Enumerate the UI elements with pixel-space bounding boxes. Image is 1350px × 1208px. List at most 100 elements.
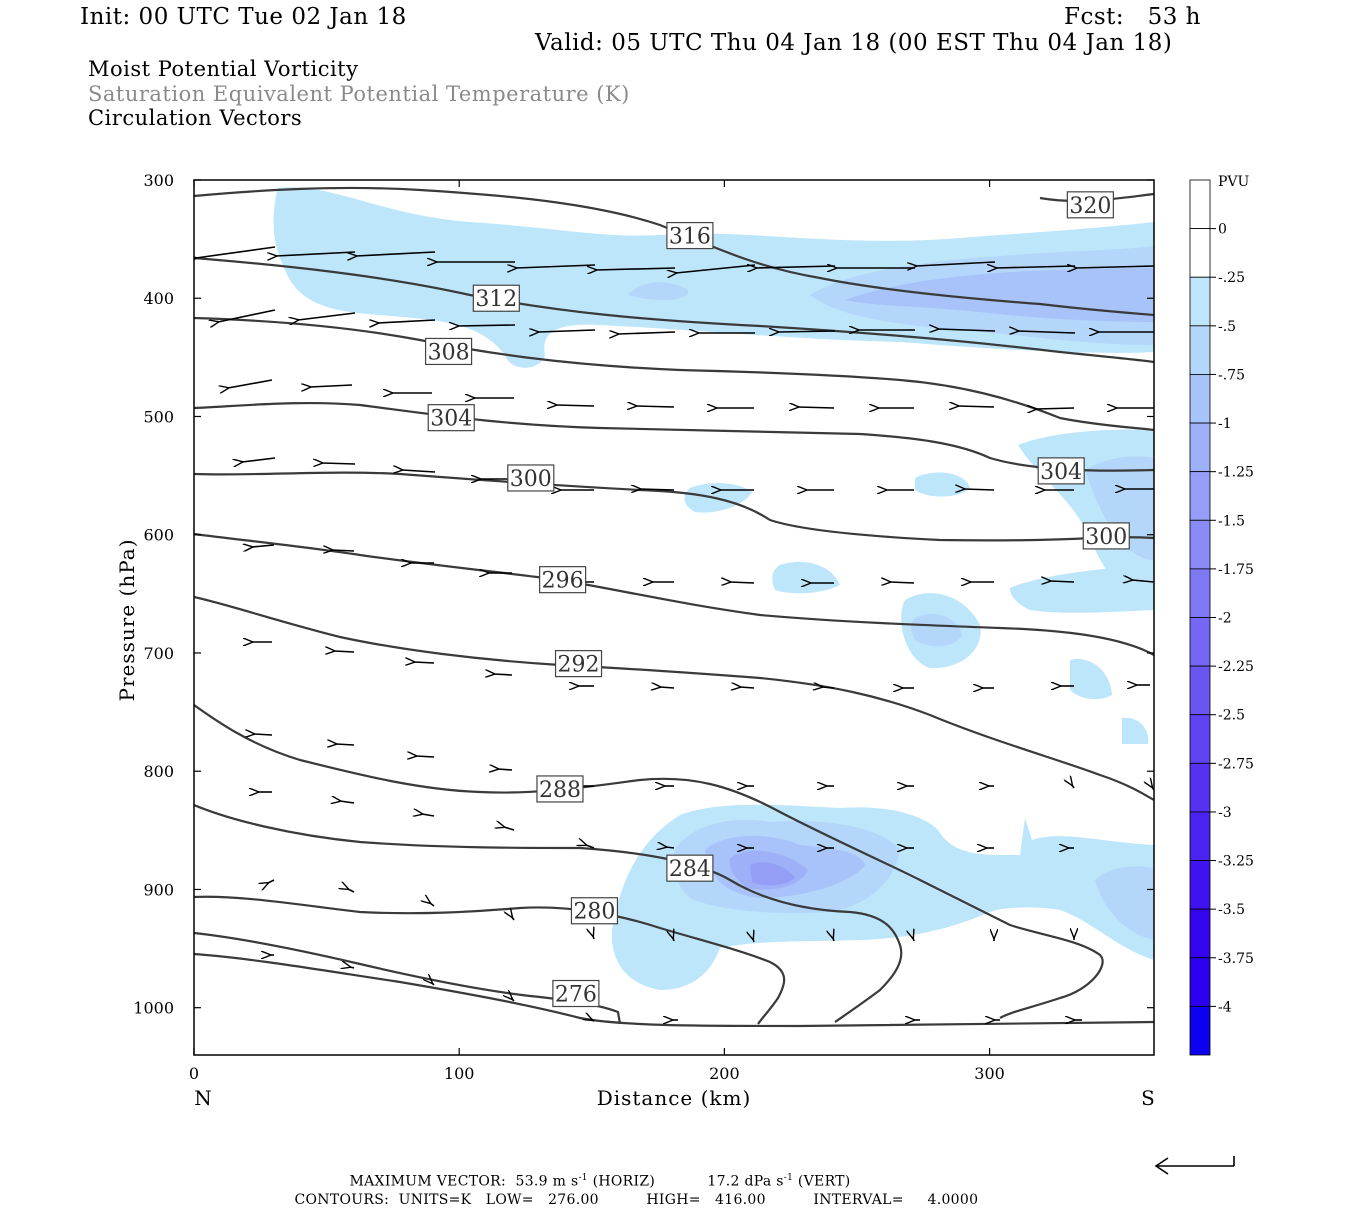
colorbar-label: -.75 <box>1218 367 1245 383</box>
x-tick-label: 100 <box>444 1064 475 1083</box>
contour-284 <box>194 803 903 1023</box>
contour-304 <box>194 401 1154 472</box>
y-axis-title: Pressure (hPa) <box>115 539 139 702</box>
pv-shade-patch-d2 <box>911 614 962 647</box>
colorbar-label: -.5 <box>1218 319 1236 335</box>
low-label: LOW= <box>485 1192 534 1208</box>
footer-max-vector: MAXIMUM VECTOR: 53.9 m s-1 (HORIZ) 17.2 … <box>340 1157 851 1190</box>
contour-label: 316 <box>669 225 711 250</box>
y-tick-label: 1000 <box>133 999 174 1018</box>
pv-shade-right-mid-2 <box>1085 456 1154 560</box>
colorbar-label: 0 <box>1218 222 1227 238</box>
pv-shade-lower-6 <box>1095 866 1154 940</box>
init-time: Init: 00 UTC Tue 02 Jan 18 <box>80 4 407 30</box>
vector-row-990 <box>270 955 1082 1021</box>
interval-label: INTERVAL= <box>813 1192 904 1208</box>
reference-vector-arrow <box>1154 1156 1235 1175</box>
contour-label: 284 <box>669 857 711 882</box>
x-tick-label: 0 <box>189 1064 199 1083</box>
vector-row-550 <box>242 457 1154 490</box>
colorbar-swatch <box>1189 860 1211 910</box>
colorbar-label: -3.75 <box>1218 951 1254 967</box>
colorbar-label: -2 <box>1218 611 1232 627</box>
y-tick-label: 800 <box>143 762 174 781</box>
contour-label-box <box>472 284 520 312</box>
plot-frame <box>193 179 1155 1056</box>
contour-288 <box>194 704 1104 1019</box>
x-axis: 0 100 200 300 <box>189 180 1005 1083</box>
vector-row-620 <box>252 545 1154 583</box>
colorbar-label: -2.25 <box>1218 659 1254 675</box>
field-title-vectors: Circulation Vectors <box>88 106 303 130</box>
colorbar-swatch <box>1189 568 1211 618</box>
colorbar-label: -1.5 <box>1218 513 1245 529</box>
contour-label-box <box>1082 522 1130 550</box>
valid-time: Valid: 05 UTC Thu 04 Jan 18 (00 EST Thu … <box>535 30 1173 56</box>
colorbar-label: -1.75 <box>1218 562 1254 578</box>
colorbar-swatch <box>1189 471 1211 521</box>
contour-label-box <box>554 650 603 678</box>
contour-high: 416.00 <box>715 1192 766 1208</box>
contour-308 <box>194 316 1154 432</box>
contour-units: UNITS=K <box>398 1192 472 1208</box>
contour-label-box <box>507 464 555 492</box>
contour-label: 320 <box>1069 194 1111 219</box>
colorbar-label: -1 <box>1218 416 1232 432</box>
colorbar-label: -3.5 <box>1218 902 1245 918</box>
pv-shade-patch-e <box>1010 565 1154 613</box>
colorbar-swatch <box>1189 665 1211 716</box>
colorbar-label: -.25 <box>1218 270 1245 286</box>
vert-exponent: -1 <box>783 1173 794 1183</box>
horiz-exponent: -1 <box>578 1173 588 1183</box>
pv-shade-patch-b <box>915 472 970 497</box>
x-axis-left-label: N <box>194 1086 212 1110</box>
x-axis-title: Distance (km) <box>597 1086 752 1110</box>
vert-tag: (VERT) <box>797 1173 851 1190</box>
y-tick-label: 300 <box>143 171 174 190</box>
pv-shading <box>273 187 1154 990</box>
contour-label: 280 <box>573 900 615 925</box>
horiz-tag: (HORIZ) <box>592 1173 656 1190</box>
vector-row-700 <box>252 642 1150 688</box>
contour-label: 300 <box>1085 525 1127 550</box>
colorbar-label: -3.25 <box>1218 854 1254 870</box>
max-vector-vert: 17.2 dPa s <box>707 1173 784 1190</box>
contour-low: 276.00 <box>548 1192 599 1208</box>
contour-label-box <box>536 775 584 803</box>
contour-label-box <box>424 337 473 366</box>
contour-label: 304 <box>430 407 472 432</box>
contour-292 <box>194 595 1154 801</box>
contour-label-box <box>539 566 587 594</box>
colorbar-label: -1.25 <box>1218 465 1254 481</box>
high-label: HIGH= <box>646 1192 701 1208</box>
colorbar-swatch <box>1189 276 1211 327</box>
pv-shade-upper-4 <box>628 282 689 301</box>
colorbar-label: -2.5 <box>1218 708 1245 724</box>
max-vector-horiz: 53.9 m s <box>515 1173 579 1190</box>
contour-label: 312 <box>475 287 517 312</box>
contour-276a <box>194 931 622 1025</box>
colorbar-swatch <box>1189 422 1211 473</box>
colorbar-label: -3 <box>1218 805 1232 821</box>
contour-label-box <box>1066 191 1114 219</box>
contour-label: 296 <box>542 569 584 594</box>
pv-shade-patch-f <box>1070 659 1112 700</box>
x-tick-label: 200 <box>709 1064 740 1083</box>
colorbar-swatch <box>1189 519 1211 570</box>
contour-label: 276 <box>555 983 597 1008</box>
y-tick-label: 500 <box>143 407 174 426</box>
field-title-thetae: Saturation Equivalent Potential Temperat… <box>88 82 630 106</box>
contour-312 <box>194 256 1154 364</box>
pv-shade-lower-5 <box>750 862 795 886</box>
max-vector-label: MAXIMUM VECTOR: <box>349 1173 506 1190</box>
contour-label-box <box>666 854 714 882</box>
vector-row-365 <box>196 246 1154 273</box>
contour-label: 288 <box>539 778 581 803</box>
contour-label-box <box>570 897 619 925</box>
vector-row-490 <box>228 379 1154 409</box>
colorbar-swatch <box>1189 325 1211 375</box>
colorbar-swatch <box>1189 374 1211 424</box>
contour-label-box <box>1037 457 1085 485</box>
colorbar: PVU 0 -.25 -.5 -.75 -1 -1.25 -1.5 -1.75 -2 -2.25 -2… <box>1189 174 1254 1056</box>
colorbar-title: PVU <box>1218 174 1250 190</box>
